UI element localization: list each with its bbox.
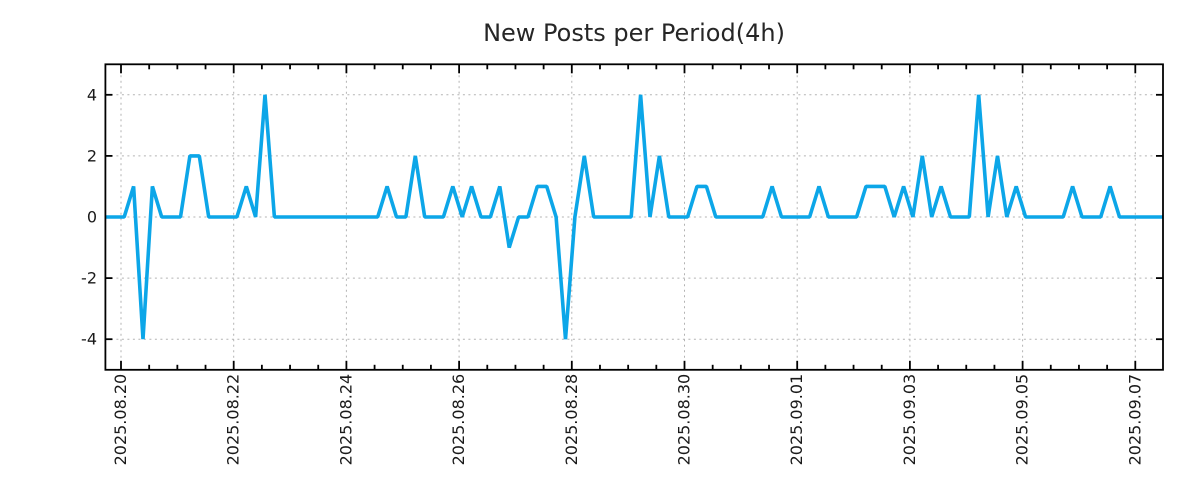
plot-area: 2025.08.20 2025.08.22 2025.08.24 2025.08.26… [81,63,1164,466]
x-tick-label: 2025.09.05 [1013,374,1032,466]
series-line [105,94,1163,340]
y-tick-label: 0 [87,208,97,227]
chart-title: New Posts per Period(4h) [483,19,785,47]
x-tick-label: 2025.08.20 [111,374,130,466]
x-tick-label: 2025.08.30 [675,374,694,466]
y-tick-label: -4 [81,330,97,349]
y-tick-label: 4 [87,85,97,104]
x-tick-label: 2025.08.24 [336,374,355,466]
x-tick-label: 2025.09.07 [1125,374,1144,466]
x-tick-label: 2025.08.28 [562,374,581,466]
y-tick-label: 2 [87,146,97,165]
x-tick-label: 2025.09.03 [900,374,919,466]
plot-border [104,63,1164,371]
y-tick-label: -2 [81,269,97,288]
x-tick-label: 2025.08.22 [224,374,243,466]
x-tick-label: 2025.09.01 [787,374,806,466]
x-tick-label: 2025.08.26 [449,374,468,466]
